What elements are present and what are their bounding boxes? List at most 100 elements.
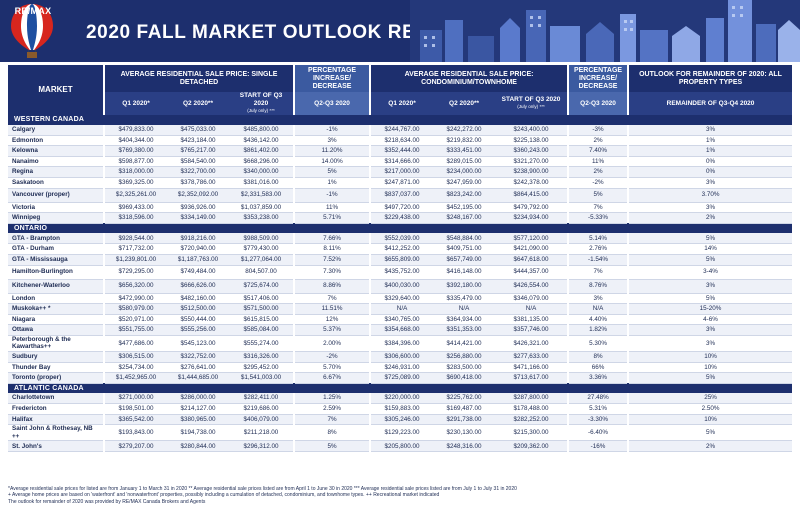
cell-sd-pct: 11.51% xyxy=(295,303,370,315)
cell-c-q3: $426,321.00 xyxy=(495,335,568,352)
market-outlook-table: MARKET AVERAGE RESIDENTIAL SALE PRICE: S… xyxy=(8,65,793,453)
cell-outlook: 2.50% xyxy=(629,403,793,415)
cell-c-q3: $321,270.00 xyxy=(495,156,568,168)
cell-c-q1: $246,931.00 xyxy=(371,362,434,374)
cell-c-q2: N/A xyxy=(433,303,496,315)
cell-c-pct: 5.30% xyxy=(569,335,628,352)
cell-c-pct: 66% xyxy=(569,362,628,374)
cell-c-q1: $218,634.00 xyxy=(371,135,434,147)
cell-c-q2: $248,167.00 xyxy=(433,212,496,224)
table-row: GTA - Mississauga $1,239,801.00 $1,187,763… xyxy=(8,254,793,266)
cell-c-pct: -16% xyxy=(569,440,628,453)
cell-c-q1: $314,666.00 xyxy=(371,156,434,168)
cell-sd-q2: $276,641.00 xyxy=(167,362,229,374)
cell-sd-pct: 7% xyxy=(295,293,370,305)
cell-sd-q2: $666,626.00 xyxy=(167,279,229,294)
cell-c-q1: $306,600.00 xyxy=(371,351,434,363)
cell-sd-q3: $988,509.00 xyxy=(229,233,294,245)
cell-sd-pct: 1.25% xyxy=(295,393,370,405)
cell-outlook: 1% xyxy=(629,135,793,147)
cell-sd-pct: 2.59% xyxy=(295,403,370,415)
cell-outlook: 3.70% xyxy=(629,188,793,203)
group-outlook-header: OUTLOOK FOR REMAINDER OF 2020: ALL PROPE… xyxy=(629,65,793,92)
cell-c-q2: $169,487.00 xyxy=(433,403,496,415)
cell-sd-pct: 1% xyxy=(295,177,370,189)
cell-sd-q3: $406,079.00 xyxy=(229,414,294,426)
table-row: Saint John & Rothesay, NB ++ $193,843.00 $… xyxy=(8,424,793,442)
cell-c-q2: $219,832.00 xyxy=(433,135,496,147)
cell-sd-q1: $479,833.00 xyxy=(105,124,167,136)
cell-c-pct: 8.76% xyxy=(569,279,628,294)
cell-sd-q3: $1,037,859.00 xyxy=(229,202,294,214)
cell-outlook: 10% xyxy=(629,414,793,426)
cell-outlook: 15-20% xyxy=(629,303,793,315)
cell-c-q1: $340,765.00 xyxy=(371,314,434,326)
cell-c-q1: $352,444.00 xyxy=(371,145,434,157)
cell-c-pct: N/A xyxy=(569,303,628,315)
cell-sd-q3: $316,326.00 xyxy=(229,351,294,363)
header-banner: RE/MAX 2020 FALL MARKET OUTLOOK REPORT xyxy=(0,0,800,62)
cell-sd-q1: $769,380.00 xyxy=(105,145,167,157)
cell-c-q3: $225,138.00 xyxy=(495,135,568,147)
region-header-row: ATLANTIC CANADA xyxy=(8,383,793,394)
cell-c-q2: $247,959.00 xyxy=(433,177,496,189)
cell-sd-q2: $194,738.00 xyxy=(167,424,229,442)
cell-c-pct: 2% xyxy=(569,135,628,147)
cell-sd-q3: $2,331,583.00 xyxy=(229,188,294,203)
cell-sd-q2: $918,216.00 xyxy=(167,233,229,245)
cell-sd-q1: $969,433.00 xyxy=(105,202,167,214)
region-name: ATLANTIC CANADA xyxy=(8,383,793,394)
cell-c-pct: 2% xyxy=(569,166,628,178)
cell-sd-q2: $280,844.00 xyxy=(167,440,229,453)
cell-market: St. John's xyxy=(8,440,103,453)
cell-sd-q2: $512,500.00 xyxy=(167,303,229,315)
cell-sd-q3: $517,406.00 xyxy=(229,293,294,305)
group-condo-header: AVERAGE RESIDENTIAL SALE PRICE: CONDOMIN… xyxy=(371,65,568,92)
report-title: 2020 FALL MARKET OUTLOOK REPORT xyxy=(86,22,471,43)
cell-market: Nanaimo xyxy=(8,156,103,168)
cell-sd-q2: $482,160.00 xyxy=(167,293,229,305)
region-name: ONTARIO xyxy=(8,223,793,234)
cell-sd-q1: $198,501.00 xyxy=(105,403,167,415)
cell-sd-pct: -1% xyxy=(295,124,370,136)
cell-sd-q1: $656,320.00 xyxy=(105,279,167,294)
city-skyline-illustration xyxy=(410,0,800,62)
sd-q3-header: START OF Q3 2020 (July only) *** xyxy=(229,92,294,115)
cell-outlook: 5% xyxy=(629,293,793,305)
cell-c-q1: $220,000.00 xyxy=(371,393,434,405)
cell-c-q2: $690,418.00 xyxy=(433,372,496,384)
cell-outlook: 3% xyxy=(629,335,793,352)
cell-sd-pct: 5% xyxy=(295,166,370,178)
cell-sd-pct: 3% xyxy=(295,135,370,147)
cell-c-q2: $823,242.00 xyxy=(433,188,496,203)
condo-pct-header: Q2-Q3 2020 xyxy=(569,92,628,115)
table-row: Nanaimo $598,877.00 $584,540.00 $668,296.00… xyxy=(8,156,793,168)
logo-text: RE/MAX xyxy=(14,6,52,16)
cell-c-q1: N/A xyxy=(371,303,434,315)
cell-sd-pct: 8.86% xyxy=(295,279,370,294)
cell-market: London xyxy=(8,293,103,305)
cell-outlook: 3% xyxy=(629,202,793,214)
cell-c-q2: $291,738.00 xyxy=(433,414,496,426)
cell-c-q1: $655,809.00 xyxy=(371,254,434,266)
cell-sd-pct: 5.71% xyxy=(295,212,370,224)
cell-sd-q3: $615,815.00 xyxy=(229,314,294,326)
cell-sd-q3: $485,800.00 xyxy=(229,124,294,136)
cell-sd-q3: $571,500.00 xyxy=(229,303,294,315)
cell-sd-q2: $475,033.00 xyxy=(167,124,229,136)
cell-outlook: 3-4% xyxy=(629,265,793,280)
cell-outlook: 3% xyxy=(629,279,793,294)
table-row: Winnipeg $318,596.00 $334,149.00 $353,238.0… xyxy=(8,212,793,224)
cell-sd-q3: $296,312.00 xyxy=(229,440,294,453)
cell-sd-q3: $725,674.00 xyxy=(229,279,294,294)
table-row: Hamilton-Burlington $729,295.00 $749,484.0… xyxy=(8,265,793,280)
cell-sd-pct: 6.67% xyxy=(295,372,370,384)
cell-sd-pct: -1% xyxy=(295,188,370,203)
cell-market: Kelowna xyxy=(8,145,103,157)
cell-c-q2: $289,015.00 xyxy=(433,156,496,168)
cell-c-q3: $421,090.00 xyxy=(495,243,568,255)
cell-c-q2: $283,500.00 xyxy=(433,362,496,374)
cell-sd-q3: $1,541,003.00 xyxy=(229,372,294,384)
cell-c-q3: $357,746.00 xyxy=(495,324,568,336)
cell-market: Thunder Bay xyxy=(8,362,103,374)
